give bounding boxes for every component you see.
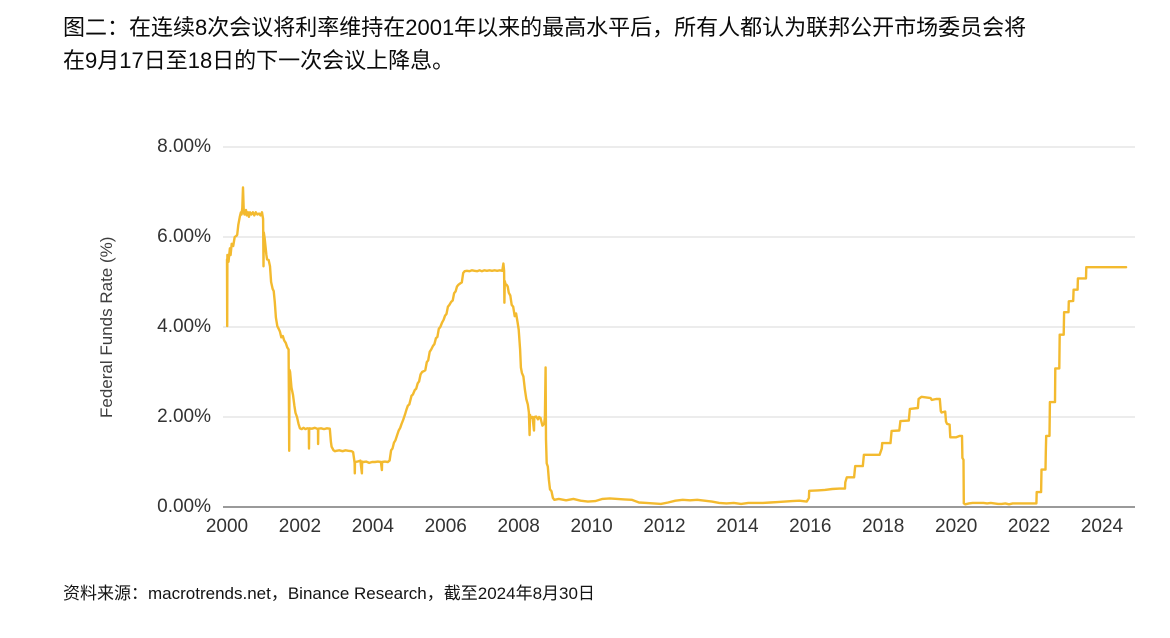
y-tick-label: 0.00% xyxy=(157,496,211,517)
x-tick-label: 2014 xyxy=(716,516,759,537)
rate-line-series xyxy=(225,186,1128,506)
y-tick-label: 8.00% xyxy=(157,136,211,157)
figure-title: 图二：在连续8次会议将利率维持在2001年以来的最高水平后，所有人都认为联邦公开… xyxy=(63,11,1123,77)
x-tick-label: 2000 xyxy=(205,516,249,537)
figure-title-line2: 在9月17日至18日的下一次会议上降息。 xyxy=(63,48,455,73)
source-note: 资料来源：macrotrends.net，Binance Research，截至… xyxy=(63,584,595,603)
y-tick-label: 2.00% xyxy=(157,406,211,427)
fed-funds-rate-chart xyxy=(223,146,1135,508)
y-tick-label: 4.00% xyxy=(157,316,211,337)
gridlines xyxy=(223,146,1135,418)
x-tick-label: 2016 xyxy=(789,516,832,537)
x-tick-label: 2022 xyxy=(1007,516,1051,537)
y-tick-label: 6.00% xyxy=(157,226,211,247)
x-tick-label: 2006 xyxy=(424,516,467,537)
x-tick-label: 2010 xyxy=(570,516,613,537)
x-tick-label: 2018 xyxy=(862,516,905,537)
x-tick-label: 2002 xyxy=(278,516,322,537)
x-tick-label: 2012 xyxy=(643,516,686,537)
x-tick-label: 2004 xyxy=(351,516,394,537)
x-tick-label: 2020 xyxy=(935,516,978,537)
x-tick-label: 2024 xyxy=(1080,516,1124,537)
figure-title-line1: 图二：在连续8次会议将利率维持在2001年以来的最高水平后，所有人都认为联邦公开… xyxy=(63,15,1027,40)
x-tick-label: 2008 xyxy=(497,516,540,537)
